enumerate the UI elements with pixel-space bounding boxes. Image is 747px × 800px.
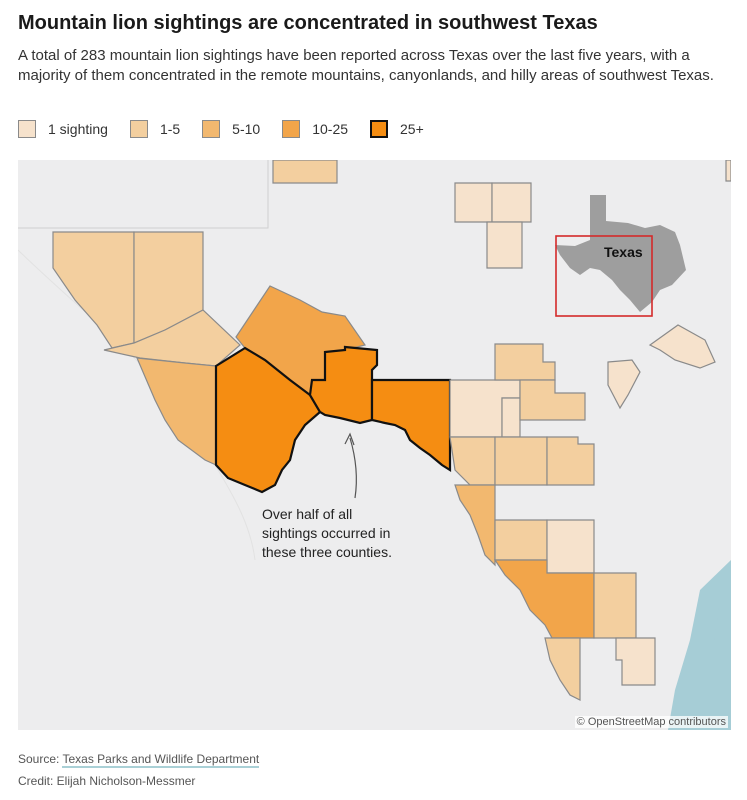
county-1-5[interactable] (546, 436, 595, 486)
county-1-5[interactable] (494, 343, 556, 381)
lagoon-water (714, 590, 731, 640)
legend-swatch (282, 120, 301, 138)
legend-item-10-25: 10-25 (282, 120, 348, 138)
county-1-sighting[interactable] (546, 519, 595, 574)
county-25-plus[interactable] (370, 378, 452, 472)
county-1-5[interactable] (544, 637, 581, 701)
legend-item-1-5: 1-5 (129, 120, 181, 138)
legend-swatch (370, 120, 389, 138)
county-1-sighting[interactable] (486, 221, 523, 269)
texas-inset-box (555, 235, 653, 317)
gulf-water (668, 560, 731, 730)
annotation-arrow (349, 437, 357, 499)
source-line: Source: Texas Parks and Wildlife Departm… (18, 752, 260, 768)
county-1-sighting[interactable] (725, 160, 731, 182)
map-svg[interactable]: Texas Over half of all sightings occurre… (18, 160, 731, 730)
annotation-arrowhead (344, 432, 355, 446)
county-1-sighting[interactable] (454, 182, 493, 223)
source-link[interactable]: Texas Parks and Wildlife Department (62, 752, 260, 768)
legend-label: 10-25 (312, 121, 349, 137)
legend: 1 sighting 1-5 5-10 10-25 25+ (18, 120, 446, 138)
legend-label: 5-10 (232, 121, 261, 137)
map-attribution[interactable]: © OpenStreetMap contributors (574, 716, 728, 728)
legend-item-1-sighting: 1 sighting (18, 120, 108, 138)
annotation-line-2: sightings occurred in (262, 525, 390, 541)
map-container[interactable]: Texas Over half of all sightings occurre… (18, 160, 731, 730)
page-subtitle: A total of 283 mountain lion sightings h… (18, 47, 714, 84)
county-1-5[interactable] (593, 572, 637, 639)
county-25-plus[interactable] (308, 345, 379, 425)
county-1-sighting[interactable] (491, 182, 532, 223)
county-5-10[interactable] (454, 484, 496, 567)
county-1-5[interactable] (272, 160, 338, 184)
county-1-5[interactable] (519, 379, 586, 421)
county-1-sighting[interactable] (501, 397, 521, 438)
texas-inset-label: Texas (604, 244, 643, 260)
legend-label: 1-5 (159, 121, 181, 137)
legend-label: 25+ (400, 121, 424, 137)
page-title: Mountain lion sightings are concentrated… (18, 12, 598, 34)
county-1-5[interactable] (494, 519, 548, 561)
texas-inset-shape (555, 195, 686, 312)
legend-swatch (129, 120, 148, 138)
county-1-sighting[interactable] (615, 637, 656, 686)
legend-swatch (202, 120, 221, 138)
county-5-10[interactable] (136, 357, 217, 466)
credit-line: Credit: Elijah Nicholson-Messmer (18, 774, 196, 788)
county-1-5[interactable] (494, 436, 548, 486)
source-prefix: Source: (18, 752, 63, 766)
legend-item-25-plus: 25+ (370, 120, 424, 138)
annotation-line-1: Over half of all (262, 506, 352, 522)
legend-label: 1 sighting (48, 121, 108, 137)
county-1-sighting[interactable] (607, 359, 641, 410)
annotation-line-3: these three counties. (262, 544, 392, 560)
county-25-plus[interactable] (214, 346, 322, 494)
legend-item-5-10: 5-10 (202, 120, 260, 138)
legend-swatch (18, 120, 36, 138)
county-1-sighting[interactable] (648, 324, 716, 369)
